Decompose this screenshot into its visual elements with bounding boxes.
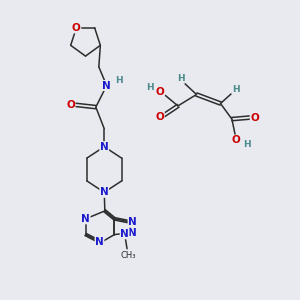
Text: H: H xyxy=(243,140,251,149)
Text: CH₃: CH₃ xyxy=(120,251,136,260)
Text: N: N xyxy=(120,229,129,239)
Text: N: N xyxy=(95,237,104,248)
Text: H: H xyxy=(177,74,184,83)
Text: H: H xyxy=(115,76,122,85)
Text: O: O xyxy=(66,100,75,110)
Text: N: N xyxy=(128,228,137,238)
Text: H: H xyxy=(146,83,154,92)
Text: N: N xyxy=(100,142,109,152)
Text: N: N xyxy=(102,80,111,91)
Text: N: N xyxy=(100,187,109,197)
Text: N: N xyxy=(128,217,137,227)
Text: O: O xyxy=(155,112,164,122)
Text: O: O xyxy=(250,112,259,123)
Text: O: O xyxy=(155,87,164,97)
Text: H: H xyxy=(232,85,239,94)
Text: O: O xyxy=(72,23,81,33)
Text: O: O xyxy=(232,135,241,145)
Text: N: N xyxy=(81,214,90,224)
